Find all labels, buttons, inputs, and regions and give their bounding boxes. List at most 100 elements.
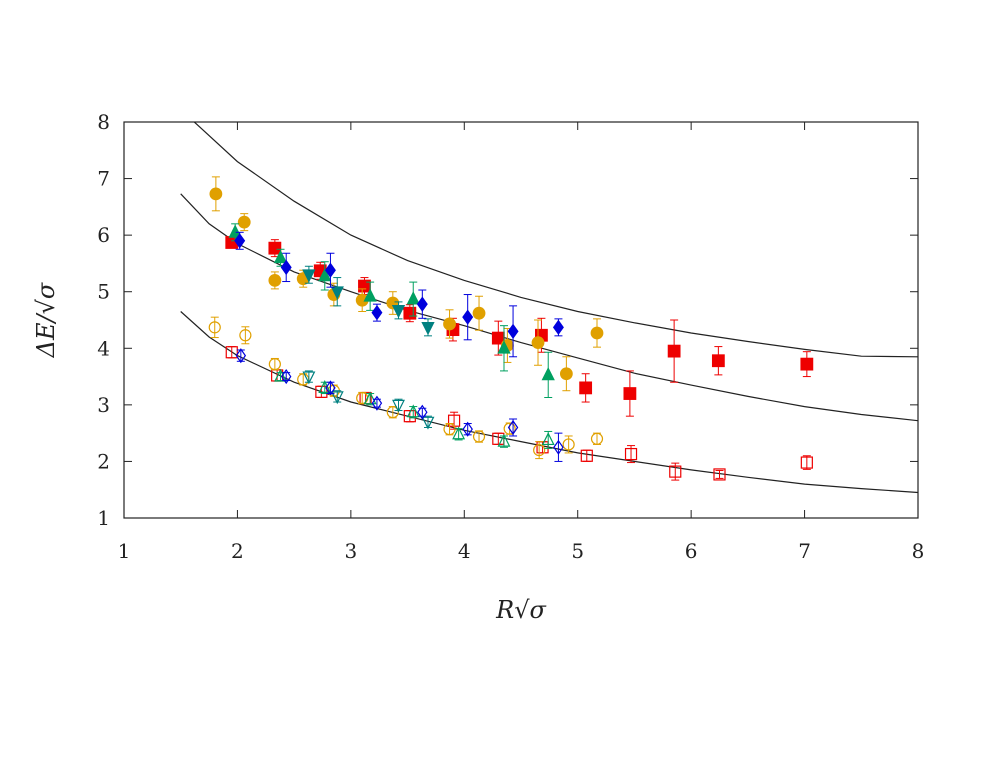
circle-marker: [531, 336, 545, 350]
data-point: [318, 261, 332, 291]
diamond-marker: [324, 262, 336, 278]
triangle-down-marker: [330, 286, 344, 300]
circle-marker: [590, 326, 604, 340]
data-point: [507, 305, 519, 358]
data-point: [562, 435, 575, 454]
square-marker: [403, 306, 417, 320]
data-point: [406, 404, 420, 419]
data-point: [491, 320, 505, 356]
data-point: [302, 370, 316, 385]
diamond-marker: [371, 395, 383, 411]
triangle-down-marker: [421, 321, 435, 336]
data-point: [325, 380, 336, 396]
data-point: [800, 455, 813, 470]
data-point: [553, 432, 564, 462]
diamond-marker: [553, 439, 564, 455]
data-point: [330, 277, 344, 307]
data-point: [302, 265, 316, 284]
diamond-marker: [507, 323, 519, 340]
circle-marker: [443, 317, 456, 331]
data-points: [208, 176, 814, 481]
data-point: [531, 319, 545, 366]
diamond-marker: [280, 369, 292, 385]
data-point: [225, 346, 238, 359]
data-point: [363, 391, 377, 406]
data-point: [497, 433, 511, 448]
circle-marker: [590, 432, 604, 445]
data-point: [559, 356, 573, 392]
square-marker: [624, 447, 638, 461]
triangle-up-marker: [541, 432, 555, 446]
triangle-down-marker: [302, 371, 316, 385]
data-point: [472, 295, 486, 331]
square-marker: [669, 465, 682, 478]
circle-marker: [208, 321, 221, 334]
data-point: [421, 415, 435, 430]
triangle-up-marker: [274, 368, 288, 382]
data-point: [208, 316, 221, 339]
data-point: [297, 373, 310, 386]
data-point: [472, 430, 486, 443]
circle-marker: [503, 422, 516, 435]
x-tick-label: 2: [231, 539, 244, 563]
data-point: [462, 294, 474, 341]
data-point: [280, 252, 292, 283]
diamond-marker: [234, 233, 246, 249]
data-point: [355, 288, 369, 313]
square-marker: [800, 357, 814, 371]
y-tick-label: 4: [97, 336, 110, 360]
circle-marker: [533, 444, 546, 457]
data-point: [235, 348, 247, 364]
square-marker: [580, 449, 593, 462]
square-marker: [667, 344, 681, 358]
data-point: [462, 421, 473, 437]
fit-curve-1: [193, 122, 918, 358]
series-10: [235, 348, 564, 462]
diamond-marker: [325, 380, 336, 396]
fit-curves: [180, 122, 918, 494]
data-point: [324, 252, 336, 288]
data-point: [800, 351, 814, 378]
data-point: [234, 231, 246, 250]
data-point: [623, 370, 637, 417]
circle-marker: [209, 187, 223, 201]
data-point: [268, 271, 282, 290]
x-tick-label: 7: [798, 539, 811, 563]
triangle-up-marker: [541, 366, 555, 381]
diamond-marker: [416, 296, 428, 312]
circle-marker: [268, 273, 282, 287]
circle-marker: [562, 438, 575, 451]
data-point: [237, 213, 251, 232]
x-tick-label: 5: [571, 539, 584, 563]
circle-marker: [268, 358, 281, 371]
data-point: [624, 445, 638, 464]
data-point: [711, 346, 725, 376]
data-point: [280, 369, 292, 385]
triangle-up-marker: [406, 404, 420, 418]
series-9: [302, 370, 435, 430]
data-point: [497, 325, 511, 372]
data-point: [391, 301, 406, 320]
circle-marker: [472, 306, 486, 320]
data-point: [403, 304, 417, 323]
triangle-up-marker: [318, 380, 332, 393]
fit-curve-2: [180, 193, 918, 422]
data-point: [452, 426, 466, 441]
series-4: [302, 265, 435, 337]
diamond-marker: [462, 421, 473, 437]
square-marker: [268, 241, 282, 255]
circle-marker: [472, 430, 486, 443]
circle-marker: [443, 423, 456, 436]
y-tick-label: 8: [97, 110, 110, 134]
data-point: [552, 318, 564, 337]
y-tick-label: 3: [97, 393, 110, 417]
triangle-up-marker: [406, 291, 420, 305]
data-point: [268, 239, 282, 258]
data-point: [416, 289, 428, 319]
fit-curve-3: [180, 311, 918, 494]
data-point: [268, 357, 281, 371]
diamond-marker: [280, 259, 292, 276]
triangle-down-marker: [392, 399, 405, 413]
square-marker: [579, 381, 593, 395]
diamond-marker: [552, 319, 564, 336]
